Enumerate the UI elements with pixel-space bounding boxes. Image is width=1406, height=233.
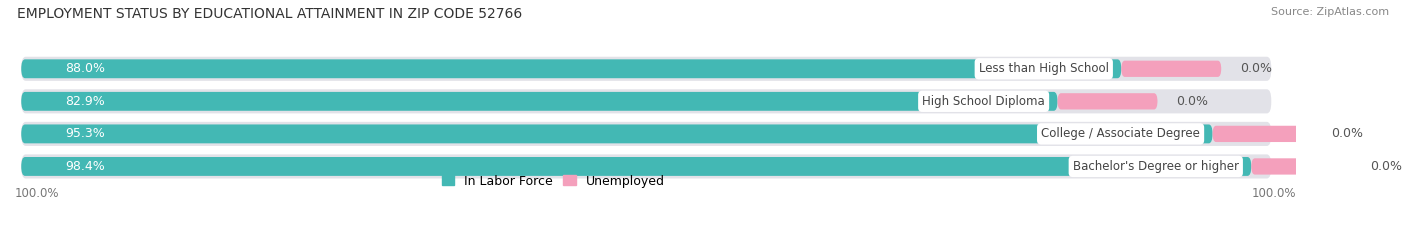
Text: 0.0%: 0.0% — [1177, 95, 1208, 108]
FancyBboxPatch shape — [21, 57, 1271, 81]
FancyBboxPatch shape — [21, 122, 1271, 146]
FancyBboxPatch shape — [1251, 158, 1351, 175]
Text: Bachelor's Degree or higher: Bachelor's Degree or higher — [1073, 160, 1239, 173]
Legend: In Labor Force, Unemployed: In Labor Force, Unemployed — [437, 170, 669, 192]
FancyBboxPatch shape — [21, 89, 1271, 113]
Text: 98.4%: 98.4% — [65, 160, 105, 173]
Text: Source: ZipAtlas.com: Source: ZipAtlas.com — [1271, 7, 1389, 17]
Text: 88.0%: 88.0% — [65, 62, 105, 75]
FancyBboxPatch shape — [1057, 93, 1157, 110]
Text: 100.0%: 100.0% — [15, 187, 59, 200]
FancyBboxPatch shape — [21, 157, 1251, 176]
Text: EMPLOYMENT STATUS BY EDUCATIONAL ATTAINMENT IN ZIP CODE 52766: EMPLOYMENT STATUS BY EDUCATIONAL ATTAINM… — [17, 7, 522, 21]
FancyBboxPatch shape — [21, 154, 1271, 178]
Text: 0.0%: 0.0% — [1369, 160, 1402, 173]
Text: 95.3%: 95.3% — [65, 127, 105, 140]
Text: Less than High School: Less than High School — [979, 62, 1109, 75]
Text: College / Associate Degree: College / Associate Degree — [1042, 127, 1201, 140]
FancyBboxPatch shape — [1212, 126, 1313, 142]
Text: 0.0%: 0.0% — [1240, 62, 1272, 75]
Text: 82.9%: 82.9% — [65, 95, 105, 108]
Text: 100.0%: 100.0% — [1251, 187, 1296, 200]
FancyBboxPatch shape — [21, 59, 1121, 78]
Text: High School Diploma: High School Diploma — [922, 95, 1045, 108]
FancyBboxPatch shape — [21, 92, 1057, 111]
FancyBboxPatch shape — [21, 124, 1212, 143]
FancyBboxPatch shape — [1121, 61, 1222, 77]
Text: 0.0%: 0.0% — [1331, 127, 1364, 140]
